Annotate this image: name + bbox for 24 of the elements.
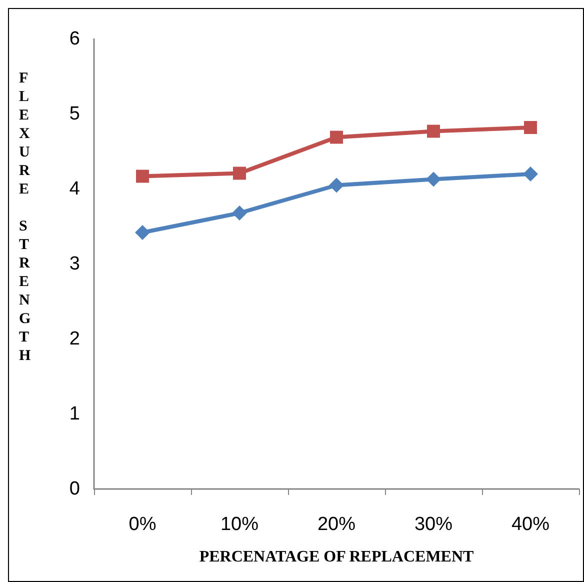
- x-tick-label: 20%: [317, 514, 356, 535]
- x-axis-title: PERCENATAGE OF REPLACEMENT: [199, 548, 474, 566]
- y-tick-label: 2: [69, 328, 80, 350]
- point: [427, 124, 440, 138]
- point: [233, 166, 246, 180]
- x-tick-label: 0%: [128, 514, 156, 535]
- point: [524, 121, 537, 134]
- point: [232, 206, 247, 220]
- point: [329, 178, 344, 193]
- point: [426, 172, 441, 187]
- y-tick-label: 0: [69, 478, 80, 500]
- point: [136, 170, 149, 183]
- text: FLEXURE STRENGTH: [19, 70, 31, 364]
- point: [330, 130, 343, 144]
- y-tick-label: 5: [69, 104, 80, 124]
- y-tick-label: 6: [69, 28, 80, 50]
- y-tick-label: 3: [69, 254, 80, 274]
- x-tick-label: 30%: [414, 514, 453, 535]
- x-tick-label: 40%: [511, 514, 550, 535]
- y-tick-label: 4: [69, 178, 80, 200]
- point: [135, 225, 150, 240]
- x-tick-label: 10%: [220, 514, 259, 535]
- point: [523, 166, 538, 182]
- y-tick-label: 1: [69, 404, 80, 424]
